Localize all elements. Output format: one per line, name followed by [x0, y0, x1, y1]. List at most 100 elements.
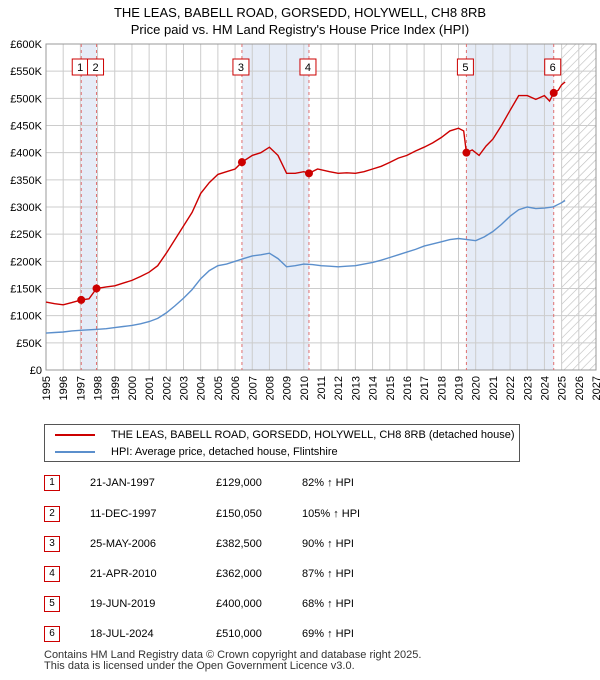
x-tick-label: 2025	[557, 376, 569, 400]
y-tick-label: £250K	[10, 229, 42, 241]
x-tick-label: 2003	[179, 376, 191, 400]
x-tick-label: 2013	[350, 376, 362, 400]
chart-title-line1: THE LEAS, BABELL ROAD, GORSEDD, HOLYWELL…	[113, 5, 487, 20]
x-tick-label: 2024	[539, 376, 551, 400]
price-chart: £0 £50K £100K £150K £200K £250K £300K £350K £400…	[10, 39, 600, 400]
y-tick-label: £350K	[10, 175, 42, 187]
sale-price: £362,000	[216, 568, 262, 580]
x-tick-label: 2022	[505, 376, 517, 400]
x-tick-label: 2006	[230, 376, 242, 400]
series-line-property	[45, 81, 566, 306]
sale-hpi-change: 69% ↑ HPI	[302, 628, 354, 640]
x-tick-label: 2023	[522, 376, 534, 400]
y-tick-label: £200K	[10, 256, 42, 268]
sale-point	[237, 158, 246, 167]
sale-number-badge: 6	[44, 626, 60, 642]
x-tick-label: 2001	[144, 376, 156, 400]
x-tick-label: 2007	[247, 376, 259, 400]
x-tick-label: 2005	[213, 376, 225, 400]
table-row: 4 21-APR-2010 £362,000 87% ↑ HPI	[44, 566, 424, 584]
sale-number-badge: 3	[44, 536, 60, 552]
footer-attribution: Contains HM Land Registry data © Crown c…	[44, 650, 421, 672]
x-tick-label: 2020	[471, 376, 483, 400]
sale-number-badge: 1	[44, 475, 60, 491]
sale-number-badge: 4	[44, 566, 60, 582]
sale-marker-label: 1	[77, 62, 83, 74]
x-tick-label: 2000	[127, 376, 139, 400]
sale-marker-label: 5	[462, 62, 468, 74]
sale-marker-box	[544, 58, 562, 76]
y-tick-label: £150K	[10, 284, 42, 296]
table-row: 6 18-JUL-2024 £510,000 69% ↑ HPI	[44, 626, 424, 644]
legend-swatch-property	[55, 434, 95, 436]
y-tick-label: £300K	[10, 202, 42, 214]
table-row: 1 21-JAN-1997 £129,000 82% ↑ HPI	[44, 475, 424, 493]
table-row: 2 11-DEC-1997 £150,050 105% ↑ HPI	[44, 506, 424, 524]
sale-date: 19-JUN-2019	[90, 598, 156, 610]
sale-marker-label: 2	[92, 62, 98, 74]
sale-hpi-change: 68% ↑ HPI	[302, 598, 354, 610]
legend-label-property: THE LEAS, BABELL ROAD, GORSEDD, HOLYWELL…	[111, 429, 515, 441]
legend-label-hpi: HPI: Average price, detached house, Flin…	[111, 446, 338, 458]
y-tick-label: £400K	[10, 148, 42, 160]
sale-hpi-change: 87% ↑ HPI	[302, 568, 354, 580]
x-tick-label: 2018	[436, 376, 448, 400]
sale-marker-label: 3	[238, 62, 244, 74]
sale-date: 18-JUL-2024	[90, 628, 154, 640]
sale-date: 21-JAN-1997	[90, 477, 155, 489]
x-tick-label: 2010	[299, 376, 311, 400]
sale-point	[92, 284, 101, 293]
chart-title: THE LEAS, BABELL ROAD, GORSEDD, HOLYWELL…	[0, 4, 600, 38]
sale-hpi-change: 90% ↑ HPI	[302, 538, 354, 550]
sale-number-badge: 5	[44, 596, 60, 612]
table-row: 5 19-JUN-2019 £400,000 68% ↑ HPI	[44, 596, 424, 614]
x-tick-label: 1998	[93, 376, 105, 400]
sale-price: £129,000	[216, 477, 262, 489]
legend-swatch-hpi	[55, 451, 95, 453]
sale-date: 21-APR-2010	[90, 568, 157, 580]
footer-line1: Contains HM Land Registry data © Crown c…	[44, 649, 422, 661]
sale-marker-box	[456, 58, 474, 76]
sale-date: 11-DEC-1997	[90, 508, 157, 520]
plot-border	[45, 43, 597, 371]
sale-marker-box	[87, 58, 105, 76]
y-tick-label: £100K	[10, 311, 42, 323]
x-tick-label: 2009	[282, 376, 294, 400]
x-tick-label: 1999	[110, 376, 122, 400]
x-tick-label: 2027	[591, 376, 600, 400]
sale-marker-label: 4	[305, 62, 311, 74]
y-tick-label: £600K	[10, 39, 42, 51]
series-line-hpi	[45, 199, 566, 334]
x-tick-label: 2004	[196, 376, 208, 400]
y-tick-label: £0	[30, 365, 42, 377]
sale-marker-box	[299, 58, 317, 76]
x-tick-label: 1996	[58, 376, 70, 400]
chart-title-line2: Price paid vs. HM Land Registry's House …	[130, 22, 470, 37]
x-tick-label: 2016	[402, 376, 414, 400]
sale-price: £382,500	[216, 538, 262, 550]
sale-point	[304, 169, 313, 178]
y-tick-label: £500K	[10, 93, 42, 105]
sale-hpi-change: 105% ↑ HPI	[302, 508, 361, 520]
x-tick-label: 2019	[454, 376, 466, 400]
x-tick-label: 2014	[368, 376, 380, 400]
x-tick-label: 1997	[75, 376, 87, 400]
x-tick-label: 2021	[488, 376, 500, 400]
x-tick-label: 2017	[419, 376, 431, 400]
x-tick-label: 2008	[264, 376, 276, 400]
x-tick-label: 2015	[385, 376, 397, 400]
sale-point	[77, 295, 86, 304]
table-row: 3 25-MAY-2006 £382,500 90% ↑ HPI	[44, 536, 424, 554]
sale-number-badge: 2	[44, 506, 60, 522]
sale-hpi-change: 82% ↑ HPI	[302, 477, 354, 489]
sale-point	[549, 88, 558, 97]
legend-item-hpi: HPI: Average price, detached house, Flin…	[45, 444, 338, 460]
y-tick-label: £550K	[10, 66, 42, 78]
x-tick-label: 2011	[316, 376, 328, 400]
y-tick-label: £50K	[16, 338, 42, 350]
y-tick-label: £450K	[10, 121, 42, 133]
legend-item-property: THE LEAS, BABELL ROAD, GORSEDD, HOLYWELL…	[45, 427, 515, 443]
sale-price: £150,050	[216, 508, 262, 520]
sale-price: £510,000	[216, 628, 262, 640]
x-tick-label: 2026	[574, 376, 586, 400]
